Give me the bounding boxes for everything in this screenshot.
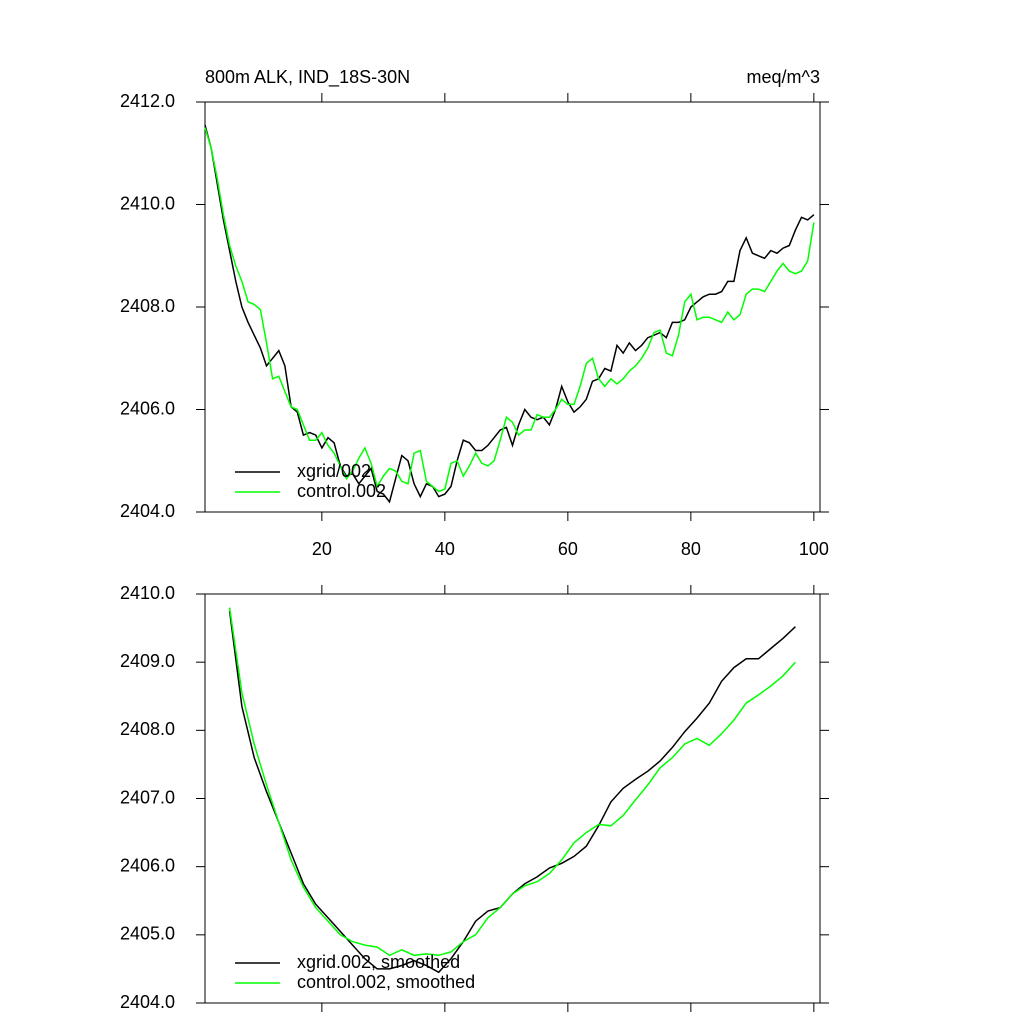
legend-label: control.002	[297, 481, 386, 501]
y-tick-label: 2412.0	[120, 91, 175, 111]
y-tick-label: 2407.0	[120, 787, 175, 807]
y-tick-label: 2408.0	[120, 296, 175, 316]
y-tick-label: 2409.0	[120, 651, 175, 671]
y-tick-label: 2404.0	[120, 501, 175, 521]
plot-frame	[204, 101, 821, 513]
data-line	[204, 127, 815, 493]
y-tick-label: 2406.0	[120, 855, 175, 875]
legend-label: xgrid/002	[297, 461, 371, 481]
chart-title: 800m ALK, IND_18S-30N	[205, 67, 410, 88]
y-tick-label: 2410.0	[120, 583, 175, 603]
y-tick-label: 2404.0	[120, 992, 175, 1012]
y-tick-label: 2405.0	[120, 924, 175, 944]
legend-label: control.002, smoothed	[297, 972, 475, 992]
data-line	[204, 124, 815, 504]
y-tick-label: 2410.0	[120, 193, 175, 213]
data-line	[228, 607, 796, 957]
legend-label: xgrid.002, smoothed	[297, 952, 460, 972]
y-tick-label: 2406.0	[120, 398, 175, 418]
units-label: meq/m^3	[747, 67, 820, 87]
x-tick-label: 60	[558, 539, 578, 559]
x-tick-label: 80	[681, 539, 701, 559]
data-line	[228, 610, 796, 974]
x-tick-label: 20	[312, 539, 332, 559]
x-tick-label: 40	[435, 539, 455, 559]
x-tick-label: 100	[799, 539, 829, 559]
plot-frame	[204, 593, 821, 1004]
y-tick-label: 2408.0	[120, 719, 175, 739]
